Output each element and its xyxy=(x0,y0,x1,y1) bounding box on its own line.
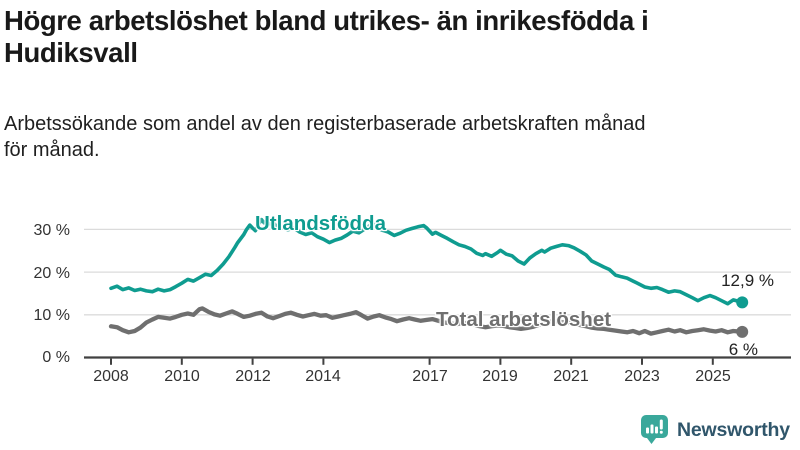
exclamation-stem xyxy=(659,419,663,430)
bar-2 xyxy=(650,424,654,434)
bar-1 xyxy=(646,427,649,434)
chart-subtitle-line1: Arbetssökande som andel av den registerb… xyxy=(4,113,646,135)
x-axis-ticks xyxy=(110,358,714,365)
series-end-dot-1 xyxy=(736,325,749,338)
x-tick-label-2010: 2010 xyxy=(164,368,200,385)
y-tick-label-10: 10 % xyxy=(33,307,70,324)
series-line-0 xyxy=(109,217,745,306)
y-tick-label-0: 0 % xyxy=(42,349,70,366)
bubble-shape xyxy=(641,415,668,444)
series-end-dot-0 xyxy=(736,296,749,309)
exclamation-dot xyxy=(659,430,663,434)
gridlines xyxy=(84,228,791,316)
x-tick-label-2012: 2012 xyxy=(235,368,271,385)
x-tick-label-2021: 2021 xyxy=(553,368,589,385)
newsworthy-wordmark: Newsworthy xyxy=(677,418,790,441)
newsworthy-logo: Newsworthy xyxy=(640,414,790,446)
chart-subtitle-line2: för månad. xyxy=(4,139,100,161)
end-value-label-utlandsfodda: 12,9 % xyxy=(721,271,774,290)
y-tick-label-20: 20 % xyxy=(33,264,70,282)
y-tick-label-30: 30 % xyxy=(33,222,70,239)
x-tick-label-2023: 2023 xyxy=(624,368,660,385)
newsworthy-bubble-chart-icon xyxy=(641,415,668,444)
x-tick-label-2008: 2008 xyxy=(93,368,129,385)
bar-3 xyxy=(655,426,658,434)
chart-subtitle: Arbetssökande som andel av den registerb… xyxy=(4,111,796,163)
x-tick-label-2014: 2014 xyxy=(305,368,341,385)
x-tick-label-2025: 2025 xyxy=(695,368,731,385)
x-tick-label-2017: 2017 xyxy=(412,368,448,385)
end-value-label-total: 6 % xyxy=(728,340,758,359)
series-label-utlandsfodda: Utlandsfödda xyxy=(255,212,386,235)
series-line-1 xyxy=(108,306,745,336)
page-title: Högre arbetslöshet bland utrikes- än inr… xyxy=(4,5,649,69)
x-tick-label-2019: 2019 xyxy=(482,368,518,385)
series-layer xyxy=(108,217,749,338)
series-label-total-arbetsloshet: Total arbetslöshet xyxy=(436,308,612,331)
